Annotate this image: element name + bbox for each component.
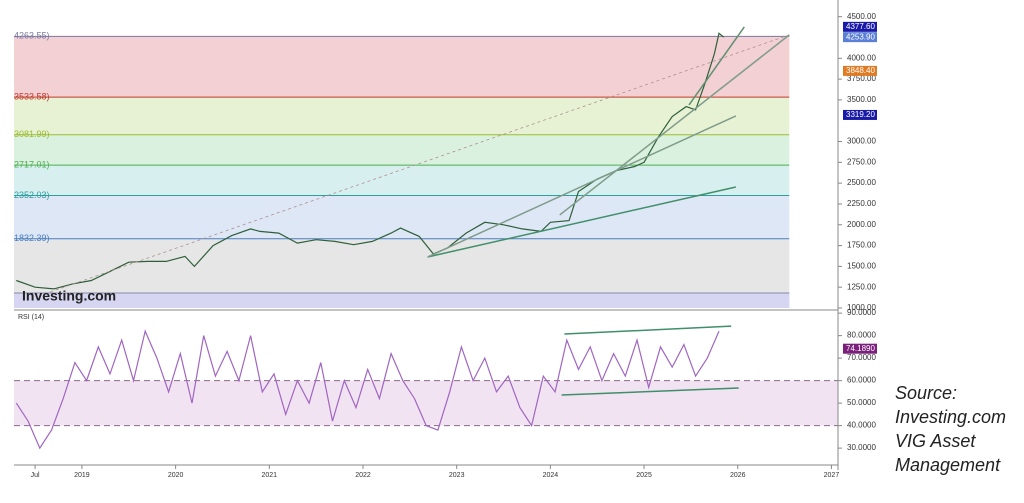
fib-band (14, 195, 790, 239)
trendline (427, 186, 737, 258)
y-tick-label: 1000.00 (847, 303, 876, 312)
fib-band (14, 97, 790, 135)
price-line (15, 329, 720, 450)
price-badge-label: 4253.90 (846, 32, 875, 41)
y-tick-label: 1500.00 (847, 261, 876, 270)
y-tick-label: 50.0000 (847, 398, 876, 407)
y-tick-label: 60.0000 (847, 376, 876, 385)
y-tick-label: 80.0000 (847, 331, 876, 340)
x-tick-label: 2025 (636, 472, 652, 479)
price-badge-label: 3319.20 (846, 110, 875, 119)
y-tick-label: 2250.00 (847, 199, 876, 208)
x-tick-label: 2026 (730, 472, 746, 479)
y-tick-label: 4500.00 (847, 12, 876, 21)
y-tick-label: 70.0000 (847, 353, 876, 362)
price-badge (843, 109, 877, 120)
fib-band (14, 134, 790, 166)
price-badge (843, 21, 877, 32)
x-tick-label: Jul (31, 472, 40, 479)
trendline (427, 115, 737, 258)
rsi-band (14, 380, 838, 426)
price-line (16, 32, 725, 290)
y-tick-label: 3500.00 (847, 95, 876, 104)
y-tick-label: 2750.00 (847, 157, 876, 166)
price-badge-label: 4377.60 (846, 22, 875, 31)
y-tick-label: 30.0000 (847, 443, 876, 452)
source-text: VIG Asset (895, 431, 976, 451)
price-panel (14, 26, 790, 308)
watermark: Investing.com (22, 288, 116, 304)
fib-label: 4263.55) (14, 31, 50, 41)
trendline (688, 26, 745, 106)
y-tick-label: 1750.00 (847, 241, 876, 250)
y-tick-label: 4000.00 (847, 53, 876, 62)
price-badge (843, 343, 877, 354)
price-badge (843, 32, 877, 43)
fib-band (14, 36, 790, 98)
trendline (559, 34, 790, 216)
y-tick-label: 3000.00 (847, 137, 876, 146)
trendline (564, 325, 732, 335)
fib-label: 2352.03) (14, 190, 50, 200)
fib-band (14, 293, 790, 308)
y-tick-label: 2500.00 (847, 178, 876, 187)
source-text: Source: (895, 383, 957, 403)
rsi-panel (14, 325, 838, 450)
y-tick-label: 90.0000 (847, 308, 876, 317)
overlay: 4263.55) 3533.58) 3081.99) 2717.01) 2352.03)… (14, 12, 877, 479)
x-tick-label: 2024 (543, 472, 559, 479)
x-tick-label: 2027 (824, 472, 840, 479)
x-tick-label: 2019 (74, 472, 90, 479)
source-text: Investing.com (895, 407, 1006, 427)
trendline (561, 387, 739, 396)
source-text: Management (895, 455, 1001, 475)
panel-label: RSI (14) (18, 314, 44, 321)
price-badge (843, 65, 877, 76)
price-badge-label: 74.1890 (846, 344, 875, 353)
x-tick-label: 2022 (355, 472, 371, 479)
fib-label: 2717.01) (14, 159, 50, 169)
fib-label: 3081.99) (14, 129, 50, 139)
x-tick-label: 2023 (449, 472, 465, 479)
y-tick-label: 2000.00 (847, 220, 876, 229)
trendline (49, 34, 790, 293)
x-tick-label: 2021 (262, 472, 278, 479)
y-tick-label: 3750.00 (847, 74, 876, 83)
fib-band (14, 238, 790, 294)
y-tick-label: 40.0000 (847, 421, 876, 430)
fib-label: 1832.39) (14, 233, 50, 243)
y-tick-label: 1250.00 (847, 282, 876, 291)
fib-label: 3533.58) (14, 91, 50, 101)
price-badge-label: 3848.40 (846, 66, 875, 75)
x-tick-label: 2020 (168, 472, 184, 479)
